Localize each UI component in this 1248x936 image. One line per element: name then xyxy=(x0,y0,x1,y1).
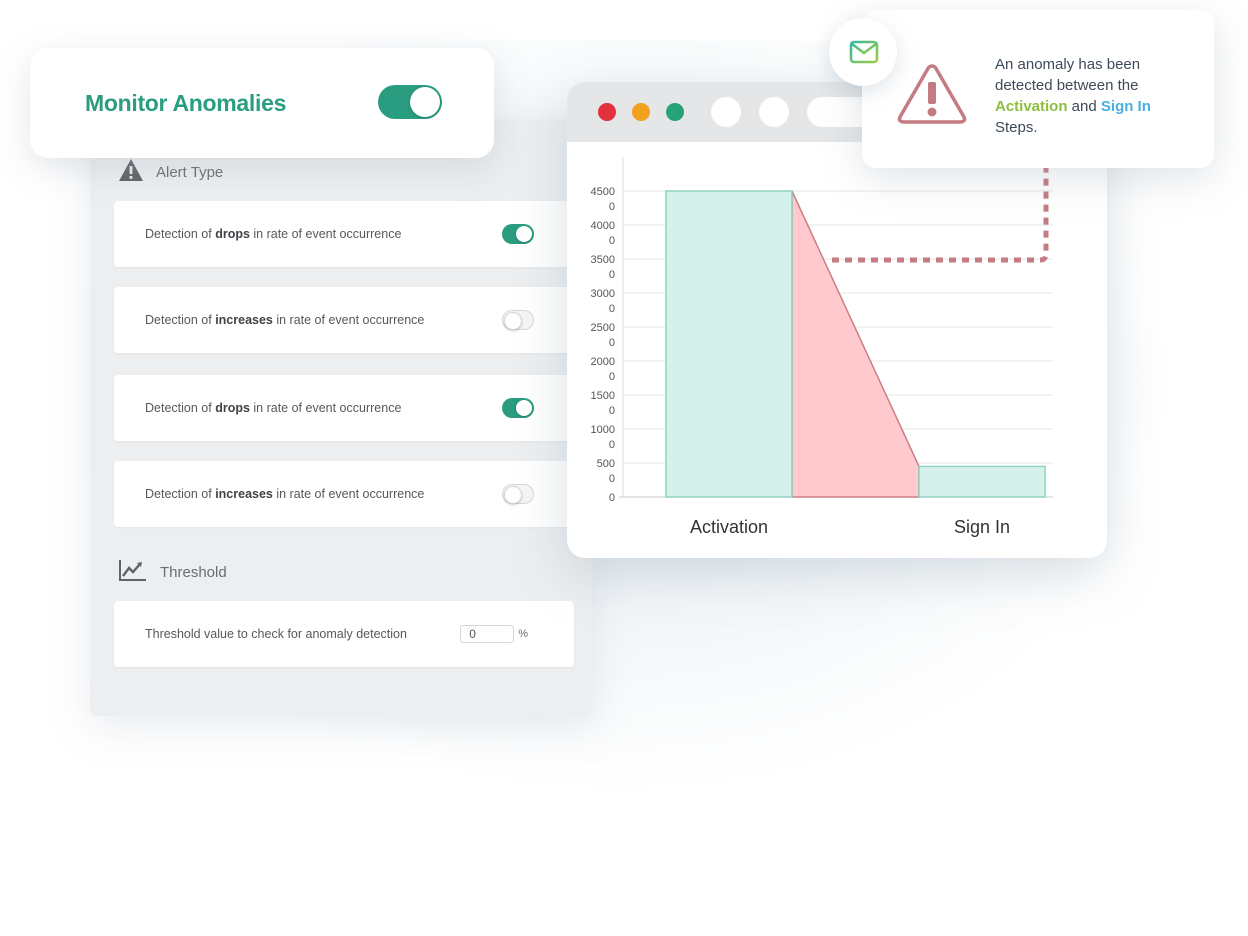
warning-triangle-icon xyxy=(118,158,144,186)
y-tick-label: 2500 xyxy=(591,322,615,334)
close-dot[interactable] xyxy=(598,103,616,121)
increases-toggle[interactable] xyxy=(502,484,534,504)
mail-icon xyxy=(849,40,879,69)
y-tick-label: 3000 xyxy=(591,288,615,300)
alert-triangle-icon xyxy=(896,62,968,131)
y-tick-label: 1500 xyxy=(591,390,615,402)
browser-tab-placeholder[interactable] xyxy=(711,97,741,127)
monitor-anomalies-title: Monitor Anomalies xyxy=(85,90,287,116)
monitor-anomalies-card: Monitor Anomalies xyxy=(30,48,494,158)
y-tick-label: 1000 xyxy=(591,424,615,436)
mail-bubble[interactable] xyxy=(829,18,897,86)
y-tick-label: 0 xyxy=(609,269,615,281)
threshold-section-title: Threshold xyxy=(118,558,227,586)
y-tick-label: 0 xyxy=(609,337,615,349)
y-tick-label: 500 xyxy=(597,458,615,470)
y-tick-label: 4500 xyxy=(591,186,615,198)
alert-row-drops-2: Detection of drops in rate of event occu… xyxy=(114,375,574,441)
y-tick-label: 0 xyxy=(609,201,615,213)
anomaly-settings-panel: Alert Type Detection of drops in rate of… xyxy=(90,120,592,716)
y-tick-label: 0 xyxy=(609,492,615,504)
maximize-dot[interactable] xyxy=(666,103,684,121)
trend-chart-icon xyxy=(118,558,148,586)
step-activation: Activation xyxy=(995,98,1068,115)
threshold-description: Threshold value to check for anomaly det… xyxy=(145,627,407,641)
threshold-input[interactable] xyxy=(460,625,515,643)
alert-type-label: Alert Type xyxy=(156,163,224,181)
threshold-row: Threshold value to check for anomaly det… xyxy=(114,601,574,667)
alert-row-increases-1: Detection of increases in rate of event … xyxy=(114,287,574,353)
step-sign-in: Sign In xyxy=(1100,98,1151,115)
bar-sign-in xyxy=(918,465,1046,498)
increases-toggle[interactable] xyxy=(502,310,534,330)
y-tick-label: 0 xyxy=(609,473,615,485)
x-category-label: Activation xyxy=(690,517,768,537)
anomaly-notification: An anomaly has been detected between the… xyxy=(862,10,1214,168)
drops-toggle[interactable] xyxy=(502,224,534,244)
y-tick-label: 0 xyxy=(609,405,615,417)
funnel-chart: 0 500 0 1000 0 1500 0 2000 0 2500 0 3000 0 3500 0 4000 0… xyxy=(591,157,1053,537)
alert-row-label: Detection of drops in rate of event occu… xyxy=(145,401,402,415)
y-tick-label: 0 xyxy=(609,235,615,247)
x-category-label: Sign In xyxy=(954,517,1010,537)
alert-row-increases-2: Detection of increases in rate of event … xyxy=(114,461,574,527)
threshold-label: Threshold xyxy=(160,563,227,581)
y-tick-label: 0 xyxy=(609,303,615,315)
browser-tab-placeholder[interactable] xyxy=(759,97,789,127)
monitor-anomalies-toggle[interactable] xyxy=(378,85,442,119)
minimize-dot[interactable] xyxy=(632,103,650,121)
y-tick-label: 0 xyxy=(609,439,615,451)
drops-toggle[interactable] xyxy=(502,398,534,418)
notification-message: An anomaly has been detected between the… xyxy=(995,56,1151,136)
y-tick-label: 4000 xyxy=(591,220,615,232)
y-tick-label: 0 xyxy=(609,371,615,383)
alert-type-section-title: Alert Type xyxy=(118,158,223,186)
y-tick-label: 2000 xyxy=(591,356,615,368)
threshold-unit: % xyxy=(518,628,528,640)
alert-row-label: Detection of increases in rate of event … xyxy=(145,313,425,327)
y-tick-label: 3500 xyxy=(591,254,615,266)
alert-row-drops-1: Detection of drops in rate of event occu… xyxy=(114,201,574,267)
alert-row-label: Detection of drops in rate of event occu… xyxy=(145,227,402,241)
bar-activation xyxy=(665,190,793,498)
alert-row-label: Detection of increases in rate of event … xyxy=(145,487,425,501)
